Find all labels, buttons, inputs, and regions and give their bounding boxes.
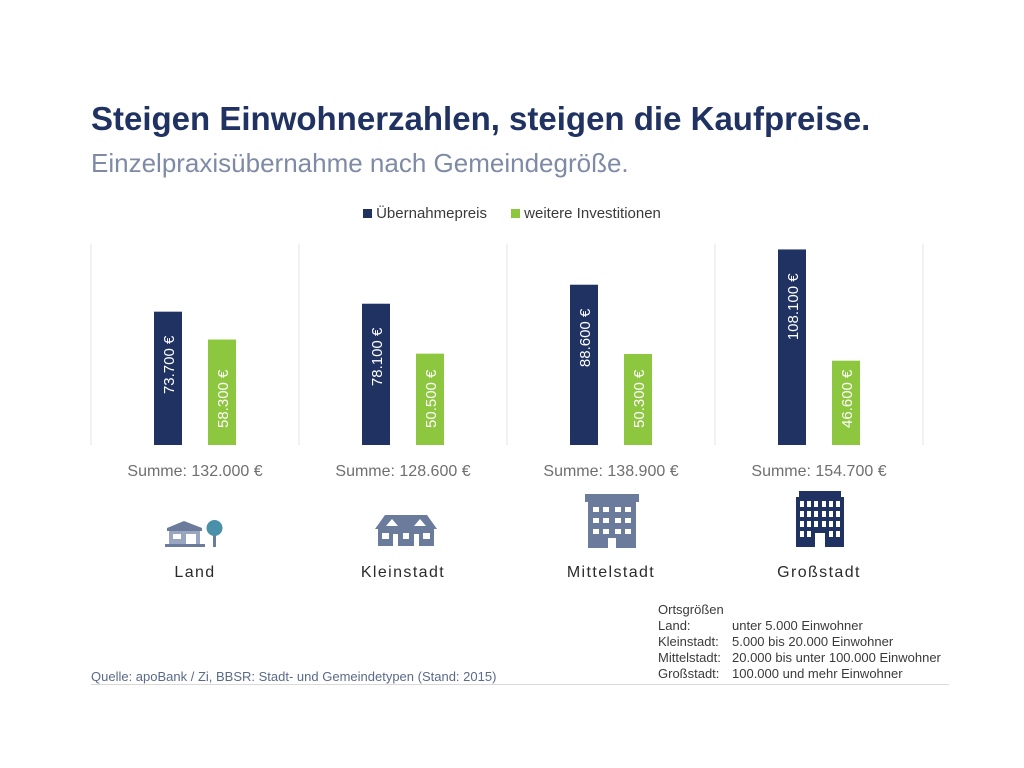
sum-label-land: Summe: 132.000 €	[127, 463, 263, 480]
sum-label-kleinstadt: Summe: 128.600 €	[335, 463, 471, 480]
bar-investitionen-land	[208, 339, 236, 445]
bar-value-label: 58.300 €	[215, 369, 232, 428]
bar-value-label: 78.100 €	[369, 327, 386, 386]
ortsgroessen-row: Großstadt: 100.000 und mehr Einwohner	[658, 666, 941, 682]
ortsgroessen-key: Kleinstadt:	[658, 634, 719, 649]
ortsgroessen-row: Mittelstadt: 20.000 bis unter 100.000 Ein…	[658, 650, 941, 666]
townhouse-icon	[375, 515, 437, 546]
ortsgroessen-value: 100.000 und mehr Einwohner	[732, 666, 903, 681]
category-label-land: Land	[174, 564, 216, 581]
ortsgroessen-row: Land: unter 5.000 Einwohner	[658, 618, 941, 634]
ortsgroessen-row: Kleinstadt: 5.000 bis 20.000 Einwohner	[658, 634, 941, 650]
bar-investitionen-kleinstadt	[416, 353, 444, 445]
legend-item-primary: Übernahmepreis	[363, 205, 487, 222]
bar-uebernahmepreis-mittelstadt	[570, 284, 598, 445]
bar-value-label: 50.500 €	[423, 369, 440, 428]
bar-investitionen-grossstadt	[832, 360, 860, 445]
bar-value-label: 73.700 €	[161, 335, 178, 394]
bar-value-label: 50.300 €	[631, 369, 648, 428]
ortsgroessen-key: Land:	[658, 618, 691, 633]
ortsgroessen-legend: Ortsgrößen Land: unter 5.000 Einwohner Kl…	[658, 602, 941, 682]
bar-value-label: 108.100 €	[785, 273, 802, 340]
skyscraper-icon	[796, 491, 844, 547]
bar-chart: 73.700 € 58.300 € 78.100 € 50.500 € 88.600 €…	[90, 244, 924, 445]
legend-swatch-primary	[363, 208, 373, 218]
sum-label-grossstadt: Summe: 154.700 €	[751, 463, 887, 480]
ortsgroessen-value: unter 5.000 Einwohner	[732, 618, 863, 633]
ortsgroessen-key: Mittelstadt:	[658, 650, 721, 665]
bar-uebernahmepreis-grossstadt	[778, 249, 806, 445]
page-subtitle: Einzelpraxisübernahme nach Gemeindegröße…	[91, 148, 629, 178]
ortsgroessen-heading: Ortsgrößen	[658, 602, 724, 617]
category-label-mittelstadt: Mittelstadt	[566, 564, 656, 581]
bar-uebernahmepreis-kleinstadt	[362, 303, 390, 445]
bar-uebernahmepreis-land	[154, 311, 182, 445]
page-title: Steigen Einwohnerzahlen, steigen die Kau…	[91, 100, 871, 137]
apartment-building-icon	[585, 494, 639, 548]
footer-divider	[91, 684, 949, 685]
legend-label-secondary: weitere Investitionen	[524, 205, 661, 222]
country-house-icon	[165, 520, 223, 547]
ortsgroessen-value: 20.000 bis unter 100.000 Einwohner	[732, 650, 941, 665]
category-label-kleinstadt: Kleinstadt	[360, 564, 446, 581]
legend-item-secondary: weitere Investitionen	[511, 205, 661, 222]
legend-swatch-secondary	[511, 208, 521, 218]
bar-investitionen-mittelstadt	[624, 354, 652, 445]
ortsgroessen-value: 5.000 bis 20.000 Einwohner	[732, 634, 894, 649]
chart-legend: Übernahmepreis weitere Investitionen	[0, 205, 1024, 222]
bar-value-label: 88.600 €	[577, 308, 594, 367]
legend-label-primary: Übernahmepreis	[376, 205, 487, 222]
category-label-grossstadt: Großstadt	[777, 564, 861, 581]
ortsgroessen-key: Großstadt:	[658, 666, 720, 681]
source-note: Quelle: apoBank / Zi, BBSR: Stadt- und G…	[91, 669, 497, 684]
sum-label-mittelstadt: Summe: 138.900 €	[543, 463, 679, 480]
bar-value-label: 46.600 €	[839, 369, 856, 428]
